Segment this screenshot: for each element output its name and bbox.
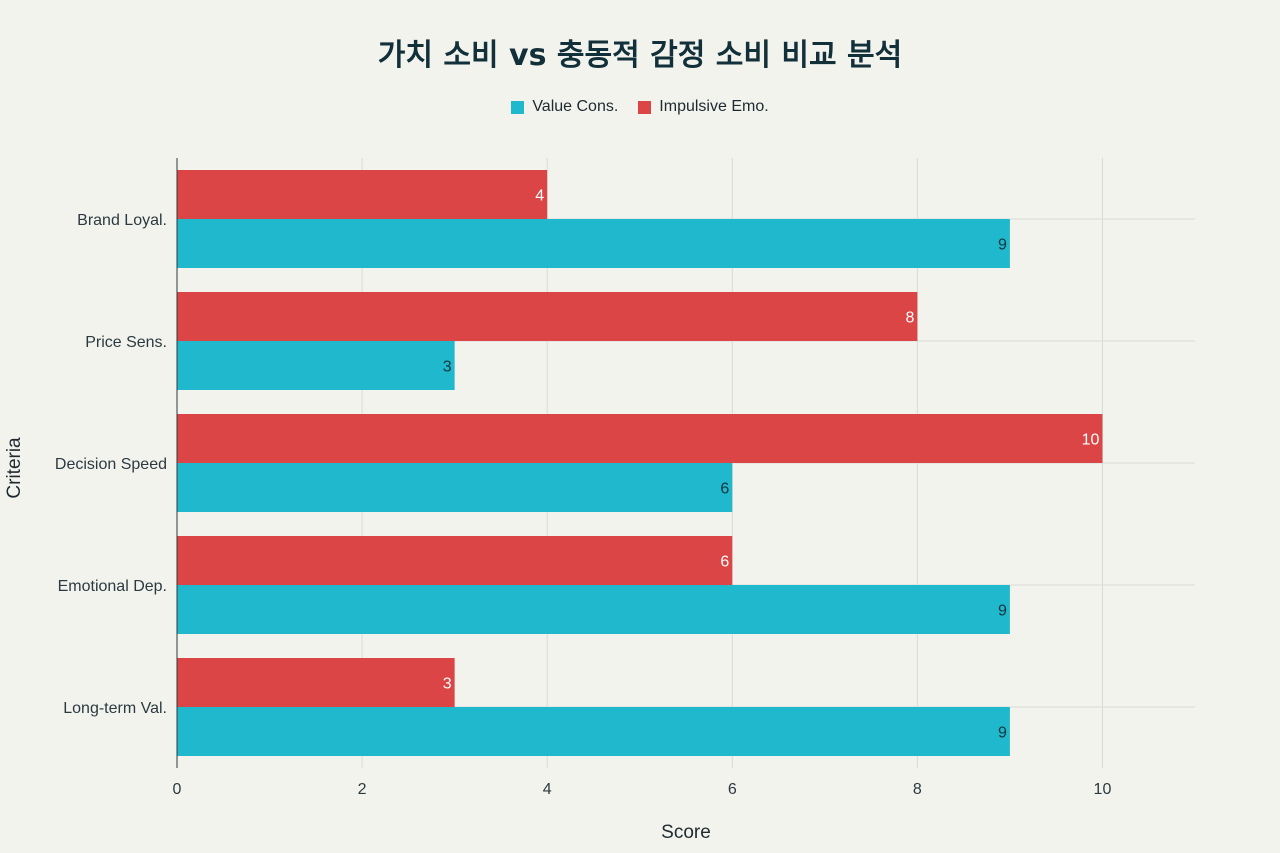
bar-value-cons-3 (177, 585, 1010, 634)
data-label-impulsive-emo-0: 4 (535, 188, 544, 205)
legend-item-value-cons[interactable]: Value Cons. (511, 98, 618, 116)
x-tick-label-10: 10 (1094, 781, 1112, 798)
legend-swatch-value-cons (511, 100, 525, 114)
y-tick-label-0: Brand Loyal. (77, 212, 167, 229)
data-label-value-cons-0: 9 (998, 237, 1007, 254)
x-tick-label-6: 6 (728, 781, 737, 798)
bar-value-cons-4 (177, 707, 1010, 756)
y-axis-title: Criteria (4, 437, 25, 499)
data-label-impulsive-emo-4: 3 (443, 676, 452, 693)
legend: Value Cons. Impulsive Emo. (0, 98, 1280, 116)
x-axis-title: Score (661, 822, 711, 843)
legend-item-impulsive-emo[interactable]: Impulsive Emo. (638, 98, 769, 116)
y-tick-label-4: Long-term Val. (63, 700, 167, 717)
bar-value-cons-2 (177, 463, 733, 512)
data-label-value-cons-4: 9 (998, 725, 1007, 742)
bar-value-cons-0 (177, 219, 1010, 268)
data-label-impulsive-emo-2: 10 (1082, 432, 1100, 449)
bar-value-cons-1 (177, 341, 455, 390)
data-label-value-cons-1: 3 (443, 359, 452, 376)
bar-impulsive-emo-3 (177, 536, 733, 585)
chart-title: 가치 소비 vs 충동적 감정 소비 비교 분석 (377, 38, 903, 73)
x-tick-label-0: 0 (173, 781, 182, 798)
y-tick-label-3: Emotional Dep. (58, 578, 167, 595)
data-label-impulsive-emo-1: 8 (905, 310, 914, 327)
bar-impulsive-emo-0 (177, 170, 548, 219)
legend-label-impulsive-emo: Impulsive Emo. (659, 98, 769, 115)
bar-impulsive-emo-1 (177, 292, 918, 341)
x-tick-label-8: 8 (913, 781, 922, 798)
data-label-value-cons-3: 9 (998, 603, 1007, 620)
data-label-impulsive-emo-3: 6 (720, 554, 729, 571)
x-tick-label-4: 4 (543, 781, 552, 798)
data-label-value-cons-2: 6 (720, 481, 729, 498)
x-tick-label-2: 2 (358, 781, 367, 798)
y-tick-label-2: Decision Speed (55, 456, 167, 473)
y-tick-label-1: Price Sens. (85, 334, 167, 351)
legend-label-value-cons: Value Cons. (532, 98, 619, 115)
bar-impulsive-emo-2 (177, 414, 1103, 463)
legend-swatch-impulsive-emo (638, 100, 652, 114)
bar-impulsive-emo-4 (177, 658, 455, 707)
